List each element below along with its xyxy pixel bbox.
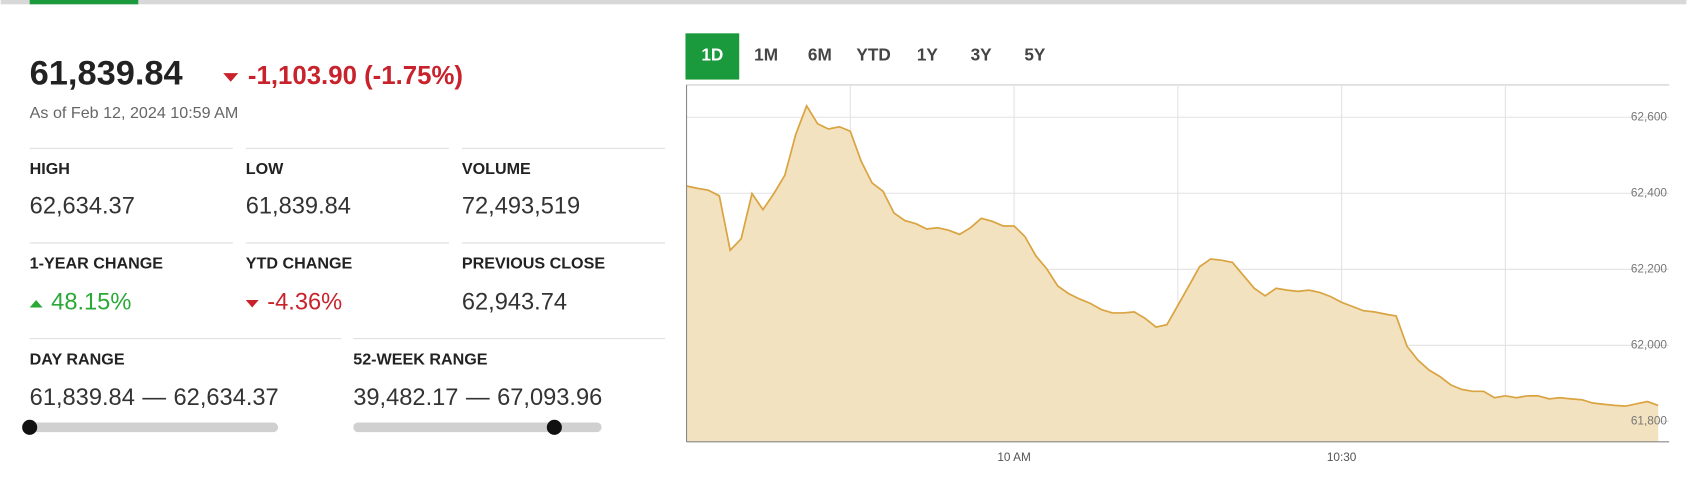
stat-value: 48.15% bbox=[51, 289, 131, 315]
range-low: 61,839.84 bbox=[30, 385, 135, 411]
top-bar bbox=[0, 0, 1687, 5]
change: -1,103.90 (-1.75%) bbox=[248, 62, 463, 90]
y-tick-label: 62,000 bbox=[1631, 337, 1668, 351]
range-separator: — bbox=[142, 385, 166, 411]
x-tick-label: 10 AM bbox=[997, 450, 1031, 464]
y-tick-label: 62,400 bbox=[1631, 185, 1668, 199]
stat-label: HIGH bbox=[30, 160, 70, 178]
range-marker bbox=[22, 419, 38, 435]
y-tick-label: 62,600 bbox=[1631, 109, 1668, 123]
price: 61,839.84 bbox=[30, 54, 183, 92]
tab[interactable]: 5Y bbox=[1024, 44, 1046, 64]
tab[interactable]: 1Y bbox=[917, 44, 939, 64]
tab-active-bg bbox=[685, 33, 740, 80]
y-tick-label: 62,200 bbox=[1631, 261, 1668, 275]
range-separator: — bbox=[466, 385, 490, 411]
top-bar-active bbox=[29, 0, 139, 5]
y-tick-label: 61,800 bbox=[1631, 413, 1668, 427]
range-high: 67,093.96 bbox=[497, 385, 602, 411]
as-of: As of Feb 12, 2024 10:59 AM bbox=[30, 104, 239, 122]
stat-label: LOW bbox=[246, 160, 284, 178]
range-high: 62,634.37 bbox=[174, 385, 279, 411]
tab[interactable]: 6M bbox=[808, 44, 832, 64]
stat-value: 61,839.84 bbox=[246, 194, 351, 220]
range-label: DAY RANGE bbox=[30, 350, 125, 368]
line bbox=[686, 103, 1659, 408]
area bbox=[686, 105, 1659, 442]
down-arrow bbox=[245, 299, 259, 308]
tab[interactable]: 3Y bbox=[971, 44, 993, 64]
stat-value: 62,634.37 bbox=[30, 194, 135, 220]
tab[interactable]: 1D bbox=[701, 44, 723, 64]
tab[interactable]: 1M bbox=[754, 44, 778, 64]
stat-label: YTD CHANGE bbox=[246, 255, 353, 273]
range-track bbox=[353, 422, 602, 433]
x-tick-label: 10:30 bbox=[1327, 450, 1357, 464]
stat-label: 1-YEAR CHANGE bbox=[30, 255, 164, 273]
range-track bbox=[29, 422, 279, 433]
stat-value: 72,493,519 bbox=[462, 194, 580, 220]
up-arrow bbox=[29, 299, 43, 308]
down-arrow bbox=[223, 73, 239, 82]
stat-value: -4.36% bbox=[267, 289, 342, 315]
range-value: 61,839.84 — 62,634.37 bbox=[30, 385, 279, 411]
stat-label: VOLUME bbox=[462, 160, 531, 178]
range-marker bbox=[546, 419, 562, 435]
range-label: 52-WEEK RANGE bbox=[353, 350, 488, 368]
tab[interactable]: YTD bbox=[856, 44, 890, 64]
range-low: 39,482.17 bbox=[353, 385, 458, 411]
range-value: 39,482.17 — 67,093.96 bbox=[353, 385, 602, 411]
stat-value: 62,943.74 bbox=[462, 289, 567, 315]
stat-label: PREVIOUS CLOSE bbox=[462, 255, 605, 273]
